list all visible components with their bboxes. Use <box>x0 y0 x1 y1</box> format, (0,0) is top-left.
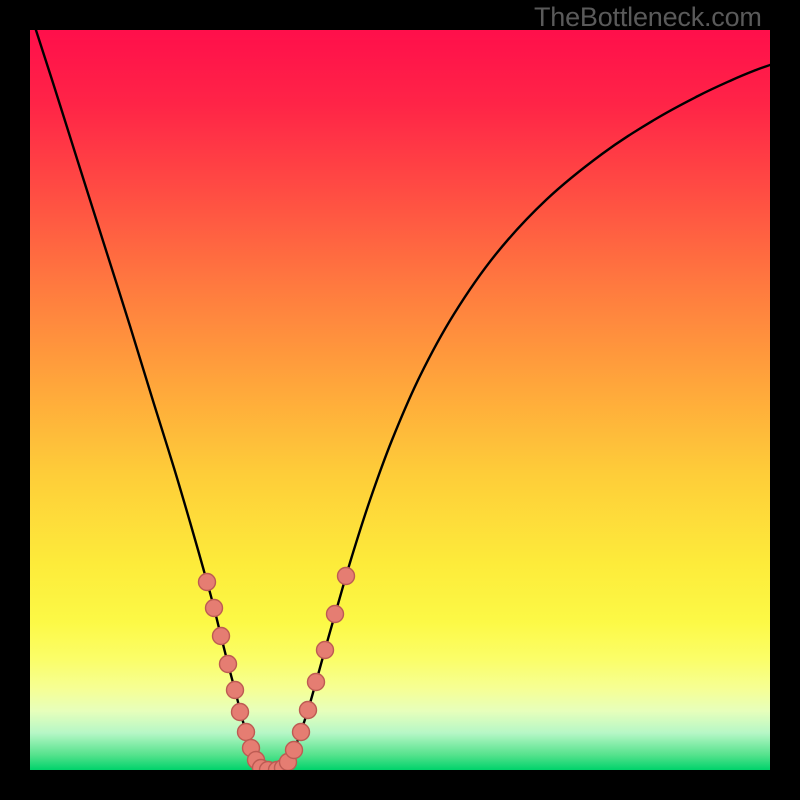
curve-marker <box>327 606 344 623</box>
bottleneck-curve <box>34 30 770 769</box>
curve-marker <box>286 742 303 759</box>
curve-markers <box>199 568 355 771</box>
curve-marker <box>220 656 237 673</box>
plot-area <box>30 30 770 770</box>
curve-marker <box>300 702 317 719</box>
curve-marker <box>317 642 334 659</box>
curve-marker <box>238 724 255 741</box>
curve-layer <box>30 30 770 770</box>
curve-marker <box>213 628 230 645</box>
watermark-text: TheBottleneck.com <box>534 2 762 33</box>
curve-marker <box>293 724 310 741</box>
curve-marker <box>338 568 355 585</box>
curve-marker <box>199 574 216 591</box>
curve-marker <box>206 600 223 617</box>
curve-marker <box>227 682 244 699</box>
curve-marker <box>232 704 249 721</box>
curve-marker <box>308 674 325 691</box>
